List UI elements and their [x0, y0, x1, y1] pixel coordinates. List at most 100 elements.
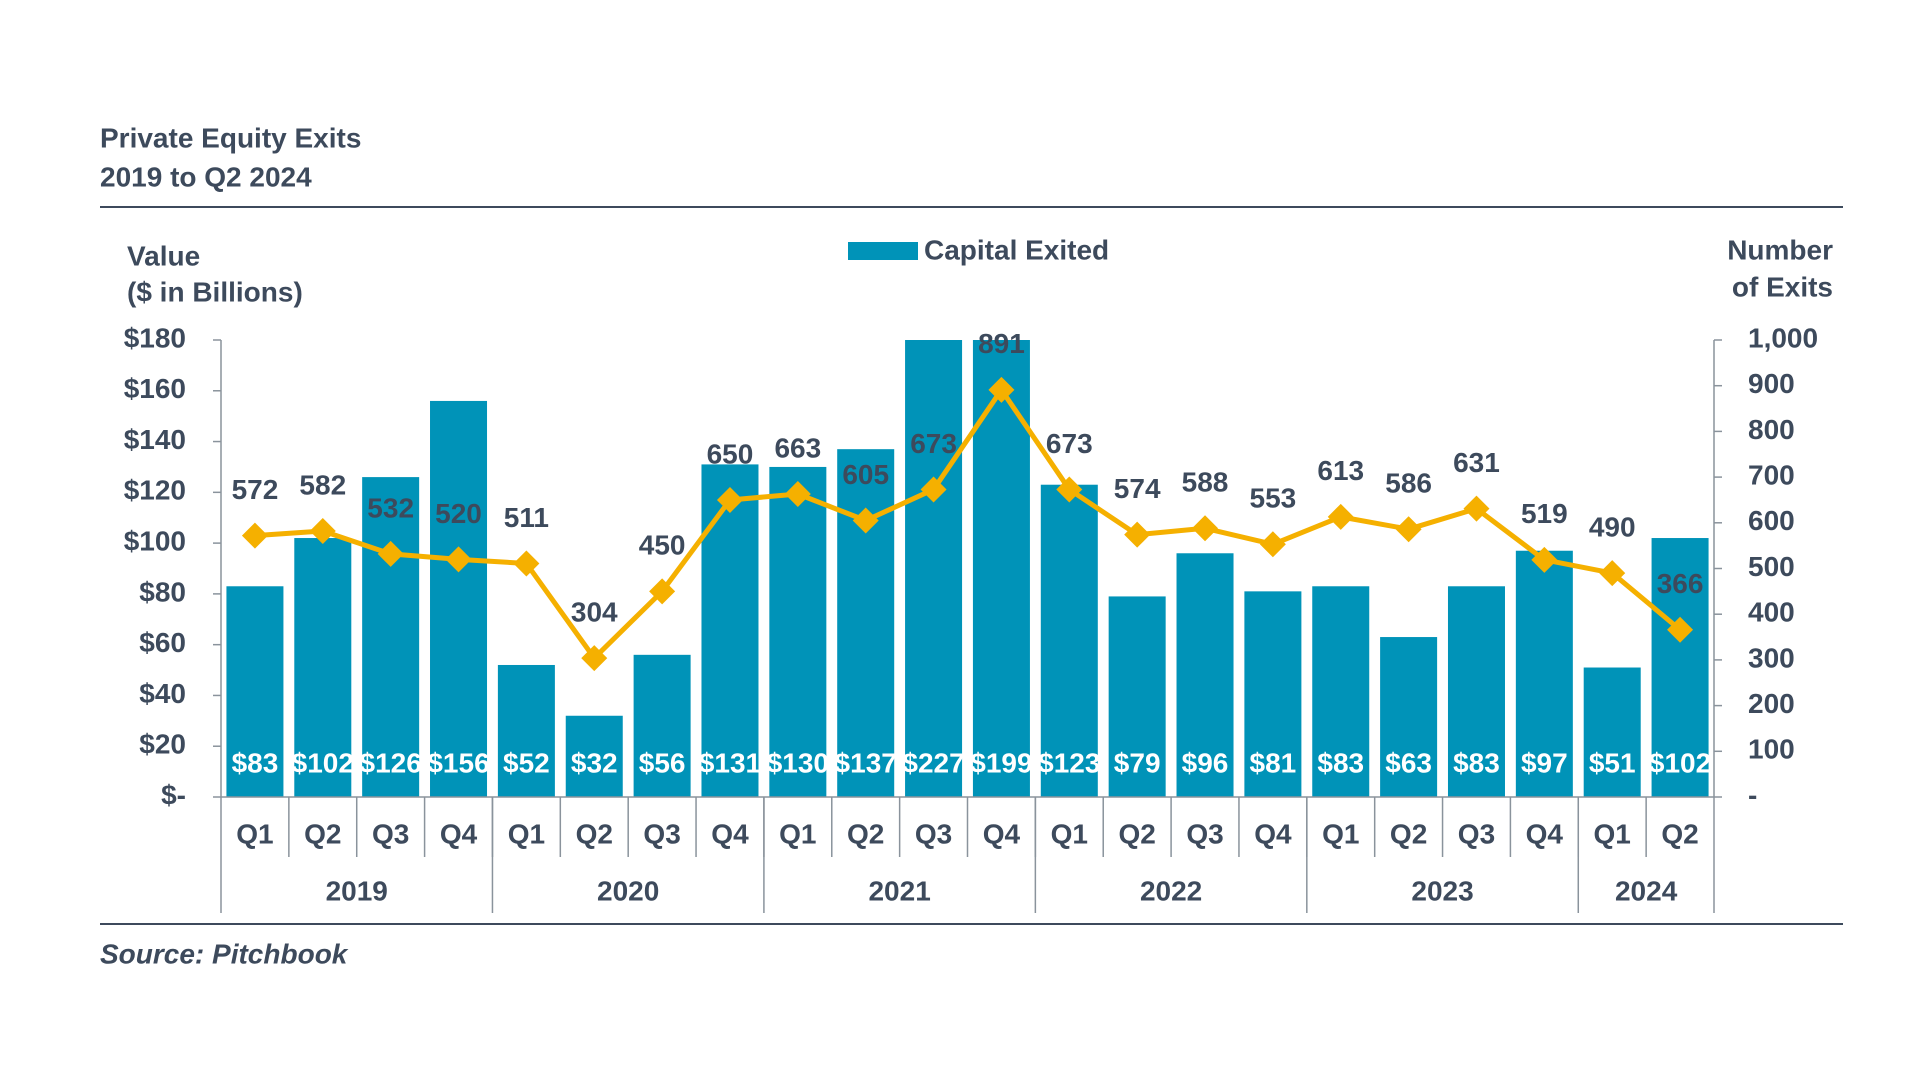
y-tick-label: $- — [161, 779, 186, 810]
line-value-label: 605 — [842, 459, 889, 490]
y-axis-title: ($ in Billions) — [127, 276, 303, 307]
bar — [905, 340, 963, 797]
line-marker — [1327, 503, 1354, 530]
line-value-label: 553 — [1250, 483, 1297, 514]
x-tick-label: Q4 — [711, 818, 749, 849]
y2-tick-label: 800 — [1748, 414, 1795, 445]
bar-value-label: $83 — [232, 747, 279, 778]
bar — [362, 477, 420, 797]
bar — [1040, 484, 1098, 797]
line-value-label: 588 — [1182, 467, 1229, 498]
x-tick-label: Q2 — [1118, 818, 1155, 849]
y2-tick-label: 700 — [1748, 459, 1795, 490]
x-group-label: 2022 — [1140, 875, 1202, 906]
line-value-label: 673 — [910, 428, 957, 459]
line-marker — [852, 507, 879, 534]
x-group-label: 2023 — [1411, 875, 1473, 906]
line-marker — [920, 476, 947, 503]
line-marker — [1463, 495, 1490, 522]
y2-tick-label: 600 — [1748, 505, 1795, 536]
y-tick-label: $180 — [124, 322, 186, 353]
line-value-label: 572 — [232, 474, 279, 505]
bar — [1515, 550, 1573, 797]
line-value-label: 663 — [774, 432, 821, 463]
bar-value-label: $83 — [1317, 747, 1364, 778]
y2-tick-label: 1,000 — [1748, 322, 1818, 353]
x-tick-label: Q3 — [1458, 818, 1495, 849]
bar-value-label: $123 — [1038, 747, 1100, 778]
x-tick-label: Q3 — [1186, 818, 1223, 849]
bar — [226, 586, 284, 797]
line-marker — [716, 486, 743, 513]
line-marker — [1395, 516, 1422, 543]
y-tick-label: $80 — [139, 576, 186, 607]
bar — [565, 715, 623, 797]
y-tick-label: $100 — [124, 526, 186, 557]
line-value-label: 532 — [367, 492, 414, 523]
y-tick-label: $160 — [124, 373, 186, 404]
line-marker — [649, 578, 676, 605]
y-tick-label: $140 — [124, 424, 186, 455]
x-tick-label: Q3 — [372, 818, 409, 849]
x-tick-label: Q1 — [508, 818, 545, 849]
bar — [769, 466, 827, 797]
line-marker — [1667, 616, 1694, 643]
bar-value-label: $51 — [1589, 747, 1636, 778]
bar-value-label: $56 — [639, 747, 686, 778]
legend-label: Capital Exited — [924, 234, 1109, 265]
x-tick-label: Q4 — [440, 818, 478, 849]
bar — [837, 449, 895, 797]
x-tick-label: Q4 — [983, 818, 1021, 849]
bar — [294, 538, 352, 797]
x-group-label: 2019 — [326, 875, 388, 906]
line-value-label: 891 — [978, 328, 1025, 359]
y2-tick-label: 500 — [1748, 551, 1795, 582]
bar-value-label: $96 — [1182, 747, 1229, 778]
x-tick-label: Q2 — [304, 818, 341, 849]
line-marker — [1192, 515, 1219, 542]
bar-value-label: $52 — [503, 747, 550, 778]
y2-tick-label: - — [1748, 779, 1757, 810]
y2-tick-label: 300 — [1748, 642, 1795, 673]
y2-axis-title: Number — [1727, 234, 1833, 265]
bar — [430, 400, 488, 797]
line-value-label: 519 — [1521, 498, 1568, 529]
line-marker — [1124, 521, 1151, 548]
x-group-label: 2020 — [597, 875, 659, 906]
line — [254, 387, 1682, 661]
source-note: Source: Pitchbook — [100, 938, 349, 969]
line-marker — [784, 481, 811, 508]
y2-axis-title: of Exits — [1732, 271, 1833, 302]
bar-value-label: $102 — [1649, 747, 1711, 778]
line-marker — [445, 546, 472, 573]
line-marker — [1259, 531, 1286, 558]
bar — [1312, 586, 1370, 797]
y2-tick-label: 400 — [1748, 597, 1795, 628]
x-tick-label: Q2 — [847, 818, 884, 849]
y-tick-label: $120 — [124, 475, 186, 506]
bar-value-label: $79 — [1114, 747, 1161, 778]
line-marker — [581, 645, 608, 672]
line-marker — [1599, 560, 1626, 587]
line-value-label: 673 — [1046, 428, 1093, 459]
line-value-label: 631 — [1453, 447, 1500, 478]
line-marker — [1056, 476, 1083, 503]
line-marker — [1531, 546, 1558, 573]
line-marker — [513, 550, 540, 577]
bar-value-label: $199 — [970, 747, 1032, 778]
line-marker — [309, 518, 336, 545]
bar — [633, 654, 691, 797]
x-tick-label: Q3 — [915, 818, 952, 849]
line-marker — [377, 540, 404, 567]
bar-value-label: $227 — [902, 747, 964, 778]
bar — [1583, 667, 1641, 797]
x-tick-label: Q1 — [1594, 818, 1631, 849]
x-tick-label: Q1 — [1051, 818, 1088, 849]
bar — [1447, 586, 1505, 797]
bar — [1244, 591, 1302, 797]
bar — [1380, 637, 1438, 797]
bar-value-label: $137 — [835, 747, 897, 778]
bar-value-label: $83 — [1453, 747, 1500, 778]
bar — [701, 464, 759, 797]
